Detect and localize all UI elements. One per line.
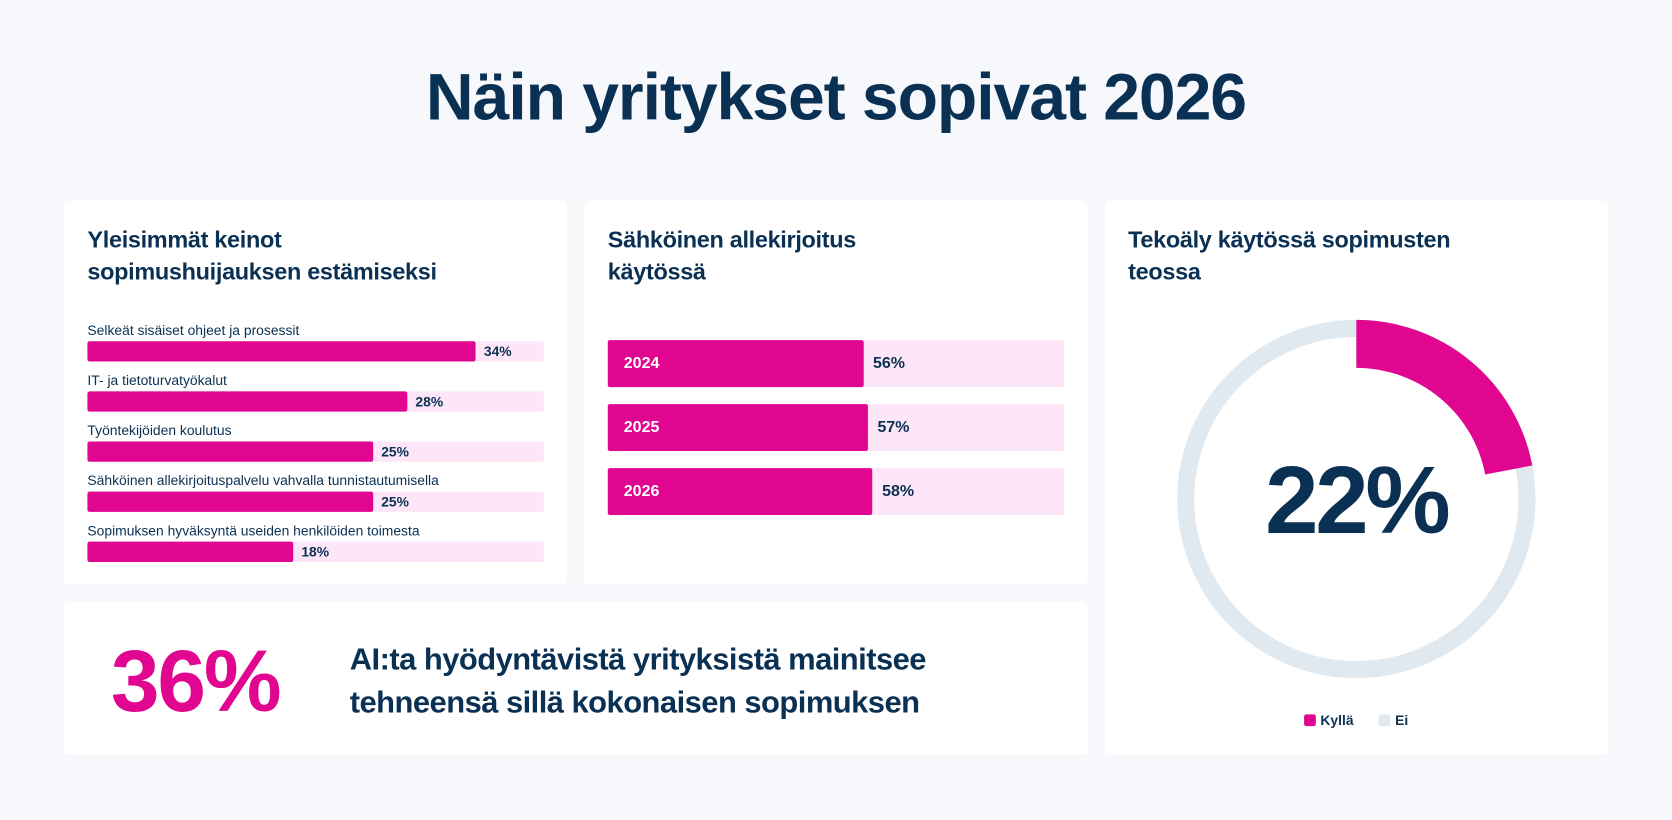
legend-item-kylla: Kyllä	[1304, 712, 1354, 729]
title-line: Yleisimmät keinot	[87, 226, 282, 253]
bar-value-label: 58%	[882, 481, 915, 501]
bar-value-label: 57%	[877, 417, 910, 437]
bar-label: Selkeät sisäiset ohjeet ja prosessit	[87, 322, 300, 339]
card-title: Sähköinen allekirjoitus käytössä	[608, 224, 856, 288]
donut-chart: 22%	[1177, 319, 1536, 679]
highlight-line: tehneensä sillä kokonaisen sopimuksen	[349, 685, 920, 720]
donut-center-label: 22%	[1265, 447, 1448, 554]
bar-label: Sopimuksen hyväksyntä useiden henkilöide…	[87, 522, 420, 539]
bar	[87, 341, 476, 362]
bar-value-label: 25%	[381, 493, 409, 510]
legend-item-ei: Ei	[1379, 712, 1408, 728]
bar-category-label: 2026	[623, 481, 660, 501]
bar-track: 25%	[87, 441, 544, 462]
bar-track: 34%	[87, 341, 544, 362]
highlight-line: AI:ta hyödyntävistä yrityksistä mainitse…	[349, 642, 927, 678]
bar-track: 2025 57%	[607, 404, 1065, 452]
bar-track: 18%	[87, 541, 544, 562]
bar-value-label: 34%	[483, 343, 512, 360]
bar-track: 28%	[87, 391, 544, 412]
card-title: Yleisimmät keinot sopimushuijauksen estä…	[87, 224, 437, 288]
bar-value-label: 28%	[415, 393, 444, 410]
title-line: teossa	[1128, 258, 1201, 285]
bar-value-label: 18%	[301, 543, 330, 560]
bar-value-label: 25%	[381, 443, 409, 460]
title-line: Tekoäly käytössä sopimusten	[1128, 226, 1451, 253]
bar-category-label: 2025	[623, 417, 660, 437]
legend-label: Kyllä	[1320, 712, 1354, 729]
donut-slice-kylla	[1356, 319, 1533, 475]
bar	[87, 391, 407, 412]
highlight-value: 36%	[110, 633, 282, 731]
bar-label: Työntekijöiden koulutus	[87, 422, 232, 439]
bar-category-label: 2024	[623, 354, 660, 373]
bar-label: Sähköinen allekirjoituspalvelu vahvalla …	[87, 472, 439, 489]
bar	[87, 441, 373, 462]
bar	[607, 468, 873, 516]
legend-swatch	[1304, 714, 1317, 727]
bar	[607, 340, 864, 388]
bar-value-label: 56%	[872, 354, 905, 373]
bar-track: 2026 58%	[607, 468, 1065, 516]
legend-label: Ei	[1395, 712, 1409, 729]
ai-usage-card: Tekoäly käytössä sopimusten teossa 22% K…	[1104, 200, 1608, 755]
bar-label: IT- ja tietoturvatyökalut	[87, 372, 227, 389]
bar-track: 25%	[87, 491, 544, 512]
title-line: Sähköinen allekirjoitus	[607, 226, 856, 253]
highlight-text: AI:ta hyödyntävistä yrityksistä mainitse…	[349, 639, 927, 724]
title-line: käytössä	[607, 258, 706, 285]
bar	[87, 541, 293, 562]
bar-track: 2024 56%	[607, 340, 1065, 388]
legend-swatch	[1379, 714, 1391, 727]
page-title: Näin yritykset sopivat 2026	[425, 60, 1247, 135]
bar	[607, 404, 868, 452]
title-line: sopimushuijauksen estämiseksi	[87, 258, 437, 285]
highlight-card: 36% AI:ta hyödyntävistä yrityksistä main…	[63, 602, 1088, 755]
card-title: Tekoäly käytössä sopimusten teossa	[1128, 224, 1450, 288]
e-signature-card: Sähköinen allekirjoitus käytössä 2024 56…	[584, 200, 1088, 585]
donut-legend: Kyllä Ei	[1105, 712, 1608, 728]
bar	[87, 491, 373, 512]
fraud-prevention-card: Yleisimmät keinot sopimushuijauksen estä…	[63, 200, 568, 585]
